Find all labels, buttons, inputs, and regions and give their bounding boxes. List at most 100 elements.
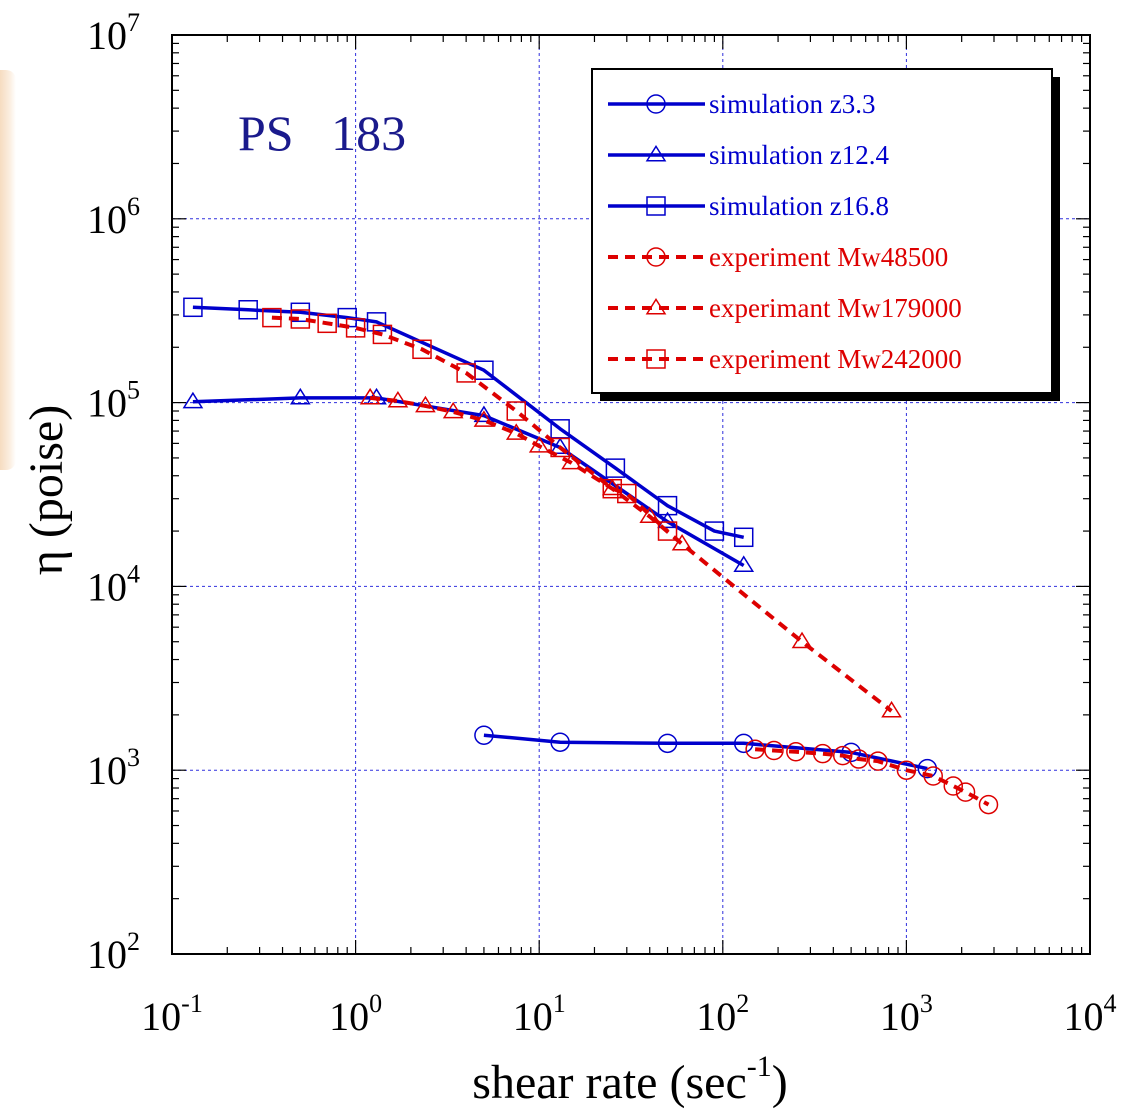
series-line	[369, 395, 893, 713]
data-point-circle	[832, 745, 853, 766]
x-tick-label: 104	[1064, 989, 1117, 1039]
data-point-square	[733, 527, 754, 548]
series-3	[183, 297, 754, 548]
data-point-square	[183, 297, 203, 318]
legend-entry: experiment Mw242000	[608, 344, 962, 374]
legend-label: simulation z3.3	[709, 89, 875, 119]
data-point-square	[605, 458, 626, 478]
x-tick-label-base: 10	[1064, 994, 1104, 1039]
x-tick-label-exponent: -1	[181, 989, 203, 1018]
data-point-triangle	[791, 631, 813, 649]
legend-entry: experimant Mw179000	[608, 293, 962, 323]
y-tick-label-base: 10	[87, 748, 127, 793]
y-tick-label-exponent: 7	[127, 8, 140, 37]
series-5	[359, 387, 902, 718]
y-tick-label-base: 10	[87, 564, 127, 609]
data-point-square	[238, 300, 258, 320]
data-point-circle	[786, 742, 806, 762]
axis-ticks	[171, 35, 1090, 955]
data-point-circle	[943, 776, 964, 796]
data-point-triangle	[359, 387, 381, 405]
series-6	[262, 307, 678, 541]
data-point-circle	[848, 749, 869, 769]
legend-marker-triangle	[645, 297, 667, 315]
data-point-triangle	[671, 533, 693, 551]
y-tick-label-exponent: 4	[127, 559, 140, 588]
data-point-circle	[657, 733, 678, 754]
y-tick-label: 102	[87, 927, 140, 977]
y-tick-label: 107	[87, 8, 140, 58]
data-point-square	[456, 363, 476, 383]
x-tick-label: 102	[696, 989, 749, 1039]
data-point-triangle	[387, 390, 409, 408]
legend-box	[591, 68, 1053, 394]
data-point-circle	[978, 794, 999, 815]
annotation-text: PS 183	[238, 105, 406, 161]
legend-label: simulation z12.4	[709, 140, 889, 170]
legend-marker-circle	[646, 94, 666, 114]
y-tick-label-base: 10	[87, 197, 127, 242]
data-point-square	[412, 339, 432, 360]
data-point-circle	[917, 758, 938, 779]
data-point-square	[290, 309, 311, 329]
data-point-circle	[764, 740, 784, 761]
y-tick-label-exponent: 2	[127, 927, 140, 956]
data-point-circle	[896, 760, 917, 780]
data-point-triangle	[528, 436, 550, 453]
series-1	[474, 725, 938, 779]
data-point-triangle	[442, 401, 464, 419]
x-tick-label: 10-1	[141, 989, 203, 1039]
legend-entry: simulation z12.4	[608, 140, 889, 170]
data-point-circle	[812, 743, 833, 764]
x-tick-label-exponent: 3	[920, 989, 933, 1018]
y-axis-title: η (poise)	[20, 405, 73, 575]
y-tick-label-base: 10	[87, 932, 127, 977]
data-point-square	[317, 313, 337, 334]
data-point-square	[262, 307, 282, 328]
legend-label: simulation z16.8	[709, 191, 889, 221]
legend-marker-square	[646, 349, 666, 369]
data-point-triangle	[473, 405, 495, 423]
y-tick-label: 105	[87, 376, 140, 426]
data-point-square	[657, 495, 678, 516]
data-point-circle	[955, 782, 976, 802]
data-series	[182, 297, 999, 815]
legend-marker-square	[646, 196, 666, 216]
data-point-circle	[733, 733, 754, 754]
data-point-circle	[550, 732, 570, 752]
left-edge-decoration	[0, 70, 16, 470]
series-line	[271, 315, 669, 533]
x-tick-label: 100	[329, 989, 382, 1039]
x-tick-label-base: 10	[329, 994, 369, 1039]
data-point-square	[704, 521, 725, 541]
x-tick-label-base: 10	[141, 994, 181, 1039]
data-point-triangle	[505, 423, 527, 440]
data-point-circle	[923, 766, 943, 786]
y-tick-label-exponent: 6	[127, 192, 140, 221]
data-point-square	[506, 401, 527, 421]
series-4	[745, 739, 999, 815]
data-point-triangle	[549, 437, 571, 454]
series-line	[483, 733, 928, 771]
x-tick-label: 101	[513, 989, 566, 1039]
x-tick-label-exponent: 2	[736, 989, 749, 1018]
data-point-circle	[474, 725, 494, 745]
data-point-circle	[841, 742, 861, 763]
legend-marker-triangle	[645, 144, 667, 162]
x-tick-label-exponent: 1	[553, 989, 566, 1018]
y-tick-label: 104	[87, 559, 140, 609]
legend-entry: simulation z16.8	[608, 191, 889, 221]
x-tick-label: 103	[880, 989, 933, 1039]
data-point-triangle	[415, 395, 436, 413]
y-tick-label-exponent: 5	[127, 376, 140, 405]
legend-label: experimant Mw179000	[709, 293, 962, 323]
data-point-square	[372, 324, 393, 345]
data-point-square	[366, 312, 387, 332]
series-2	[182, 387, 755, 572]
y-tick-label: 103	[87, 743, 140, 793]
x-axis-title-superscript: -1	[747, 1050, 772, 1083]
data-point-triangle	[657, 511, 678, 529]
legend-entry: simulation z3.3	[608, 89, 875, 119]
